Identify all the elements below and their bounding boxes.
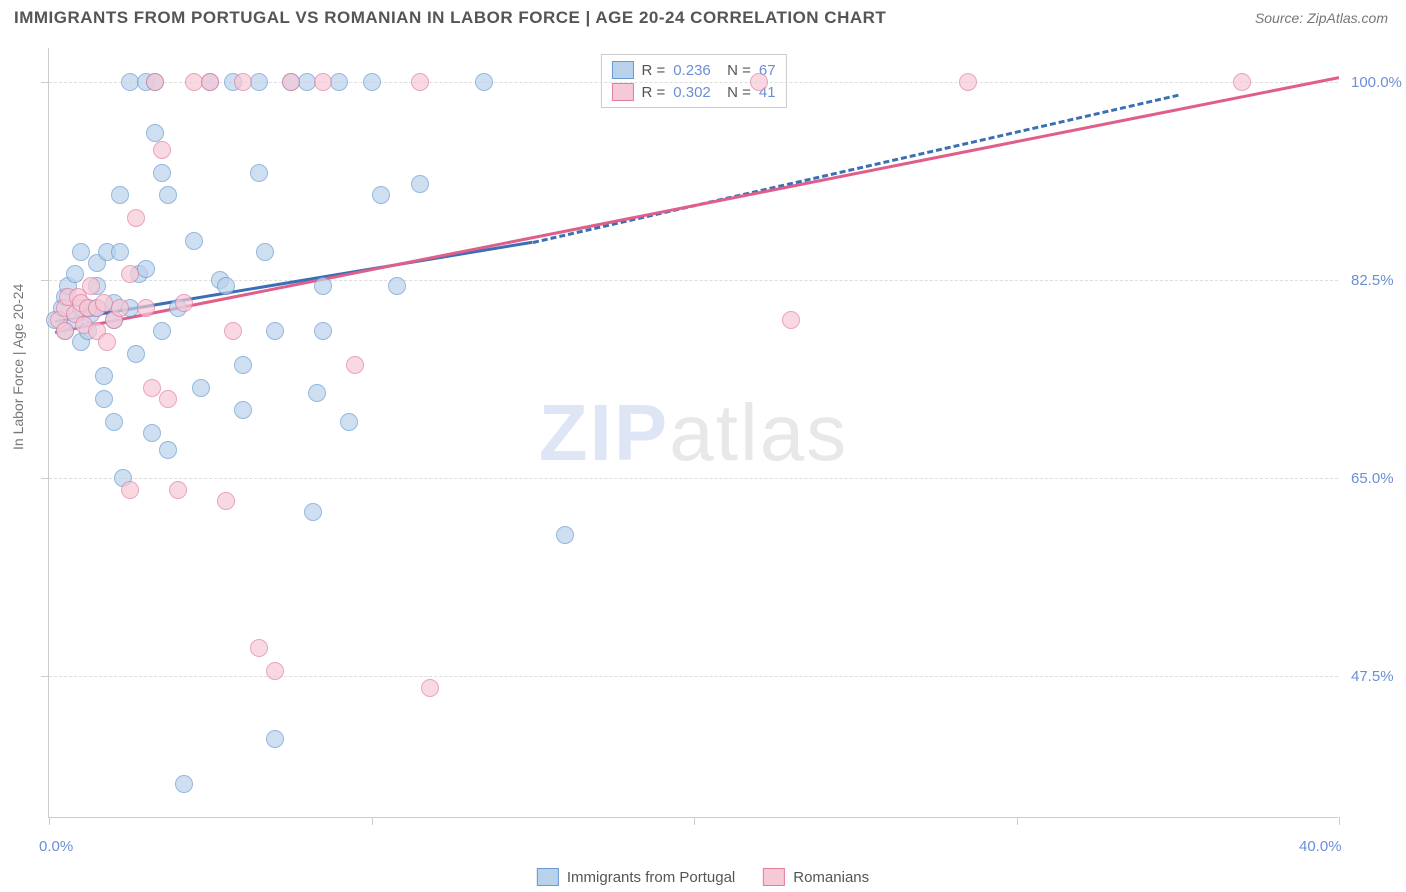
scatter-point (217, 277, 235, 295)
scatter-point (314, 277, 332, 295)
legend-swatch-portugal (537, 868, 559, 886)
scatter-point (72, 243, 90, 261)
scatter-point (750, 73, 768, 91)
scatter-point (250, 639, 268, 657)
scatter-point (82, 277, 100, 295)
scatter-point (111, 186, 129, 204)
x-tick-label: 40.0% (1299, 838, 1342, 855)
scatter-point (137, 299, 155, 317)
x-tick-label: 0.0% (39, 838, 73, 855)
scatter-point (201, 73, 219, 91)
legend-swatch-romanians (763, 868, 785, 886)
scatter-point (250, 164, 268, 182)
scatter-point (159, 186, 177, 204)
chart-title: IMMIGRANTS FROM PORTUGAL VS ROMANIAN IN … (14, 8, 886, 28)
scatter-point (217, 492, 235, 510)
scatter-point (153, 322, 171, 340)
scatter-point (421, 679, 439, 697)
chart-header: IMMIGRANTS FROM PORTUGAL VS ROMANIAN IN … (0, 0, 1406, 38)
scatter-point (234, 356, 252, 374)
scatter-point (105, 413, 123, 431)
scatter-point (475, 73, 493, 91)
scatter-point (175, 294, 193, 312)
legend-item-portugal: Immigrants from Portugal (537, 868, 735, 886)
scatter-point (153, 141, 171, 159)
scatter-point (111, 299, 129, 317)
scatter-point (121, 481, 139, 499)
gridline (49, 478, 1338, 479)
gridline (49, 676, 1338, 677)
scatter-point (127, 345, 145, 363)
plot-area: ZIPatlas R = 0.236 N = 67 R = 0.302 N = … (48, 48, 1338, 818)
watermark-zip: ZIP (539, 388, 669, 477)
scatter-point (127, 209, 145, 227)
scatter-point (411, 73, 429, 91)
series-legend: Immigrants from Portugal Romanians (537, 868, 869, 886)
r-value-romanians: 0.302 (673, 84, 711, 101)
scatter-point (411, 175, 429, 193)
scatter-point (330, 73, 348, 91)
source-label: Source: ZipAtlas.com (1255, 10, 1388, 26)
scatter-point (266, 662, 284, 680)
scatter-point (224, 322, 242, 340)
scatter-point (143, 424, 161, 442)
scatter-point (185, 232, 203, 250)
scatter-point (363, 73, 381, 91)
scatter-point (1233, 73, 1251, 91)
scatter-point (959, 73, 977, 91)
scatter-point (266, 730, 284, 748)
scatter-point (234, 401, 252, 419)
legend-item-romanians: Romanians (763, 868, 869, 886)
y-tick-label: 65.0% (1351, 470, 1394, 487)
scatter-point (98, 333, 116, 351)
scatter-point (159, 390, 177, 408)
scatter-point (266, 322, 284, 340)
scatter-point (95, 367, 113, 385)
scatter-point (137, 260, 155, 278)
scatter-point (556, 526, 574, 544)
scatter-point (304, 503, 322, 521)
scatter-point (111, 243, 129, 261)
scatter-point (308, 384, 326, 402)
scatter-point (146, 124, 164, 142)
scatter-point (250, 73, 268, 91)
scatter-point (175, 775, 193, 793)
y-tick-label: 100.0% (1351, 74, 1402, 91)
scatter-point (346, 356, 364, 374)
scatter-point (159, 441, 177, 459)
trend-line (532, 93, 1178, 243)
trend-line (55, 76, 1339, 334)
scatter-point (192, 379, 210, 397)
y-axis-label: In Labor Force | Age 20-24 (10, 284, 26, 450)
scatter-point (372, 186, 390, 204)
scatter-point (143, 379, 161, 397)
y-tick-label: 47.5% (1351, 668, 1394, 685)
scatter-point (388, 277, 406, 295)
scatter-point (314, 73, 332, 91)
legend-label-portugal: Immigrants from Portugal (567, 869, 735, 886)
gridline (49, 280, 1338, 281)
scatter-point (169, 481, 187, 499)
scatter-point (282, 73, 300, 91)
scatter-point (153, 164, 171, 182)
scatter-point (146, 73, 164, 91)
watermark-atlas: atlas (669, 388, 848, 477)
scatter-point (121, 265, 139, 283)
y-tick-label: 82.5% (1351, 272, 1394, 289)
watermark: ZIPatlas (539, 387, 848, 479)
swatch-romanians (611, 83, 633, 101)
scatter-point (95, 390, 113, 408)
scatter-point (314, 322, 332, 340)
scatter-point (340, 413, 358, 431)
scatter-point (234, 73, 252, 91)
scatter-point (256, 243, 274, 261)
legend-label-romanians: Romanians (793, 869, 869, 886)
scatter-point (782, 311, 800, 329)
scatter-point (56, 322, 74, 340)
scatter-point (66, 265, 84, 283)
r-value-portugal: 0.236 (673, 62, 711, 79)
swatch-portugal (611, 61, 633, 79)
